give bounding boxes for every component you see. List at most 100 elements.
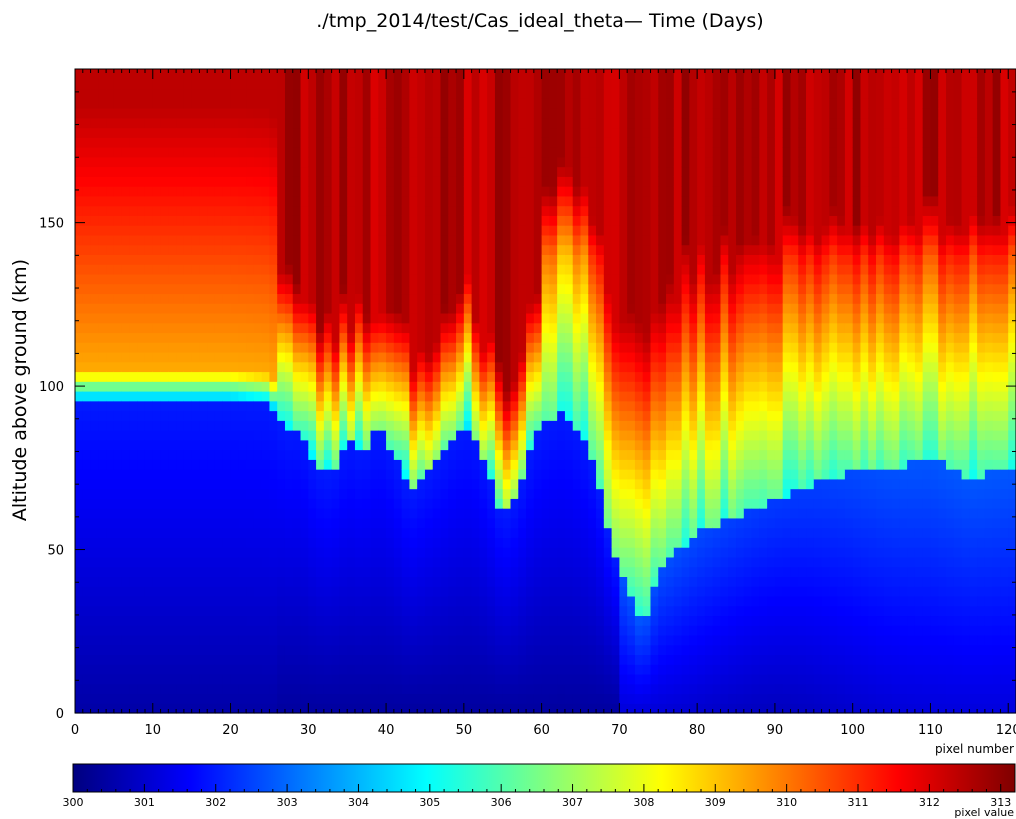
- heatmap-cell: [479, 673, 488, 685]
- heatmap-cell: [137, 566, 146, 577]
- heatmap-cell: [316, 664, 325, 675]
- heatmap-cell: [176, 625, 185, 636]
- heatmap-cell: [137, 244, 146, 255]
- heatmap-cell: [518, 683, 527, 695]
- heatmap-cell: [456, 351, 465, 363]
- heatmap-cell: [144, 469, 154, 480]
- heatmap-cell: [557, 69, 566, 80]
- heatmap-cell: [541, 644, 550, 656]
- heatmap-cell: [90, 410, 99, 421]
- heatmap-cell: [596, 78, 605, 90]
- heatmap-cell: [168, 322, 177, 334]
- heatmap-cell: [386, 420, 395, 431]
- heatmap-cell: [339, 117, 348, 129]
- heatmap-cell: [479, 342, 488, 353]
- heatmap-cell: [424, 351, 434, 363]
- heatmap-cell: [580, 586, 589, 597]
- heatmap-cell: [176, 117, 185, 129]
- heatmap-cell: [199, 703, 208, 714]
- heatmap-cell: [424, 625, 434, 636]
- heatmap-cell: [253, 664, 263, 675]
- heatmap-cell: [316, 644, 325, 656]
- heatmap-cell: [137, 186, 146, 197]
- heatmap-cell: [386, 332, 395, 343]
- heatmap-cell: [448, 215, 457, 226]
- heatmap-cell: [261, 517, 271, 529]
- heatmap-cell: [378, 683, 387, 695]
- heatmap-cell: [160, 488, 169, 499]
- heatmap-cell: [627, 517, 636, 529]
- heatmap-cell: [284, 508, 294, 519]
- heatmap-cell: [168, 215, 177, 226]
- heatmap-cell: [494, 556, 504, 568]
- heatmap-cell: [331, 537, 341, 548]
- heatmap-cell: [557, 517, 566, 529]
- heatmap-cell: [144, 215, 154, 226]
- heatmap-cell: [409, 703, 418, 714]
- heatmap-cell: [137, 234, 146, 246]
- heatmap-cell: [588, 225, 597, 236]
- heatmap-cell: [316, 449, 325, 460]
- heatmap-cell: [137, 78, 146, 90]
- heatmap-cell: [627, 88, 636, 99]
- heatmap-cell: [401, 117, 411, 129]
- heatmap-cell: [510, 293, 519, 304]
- heatmap-cell: [650, 391, 659, 402]
- heatmap-cell: [424, 400, 434, 412]
- heatmap-cell: [269, 195, 278, 207]
- heatmap-cell: [378, 108, 387, 119]
- heatmap-cell: [564, 117, 574, 129]
- heatmap-cell: [487, 137, 496, 148]
- heatmap-cell: [456, 586, 465, 597]
- heatmap-cell: [502, 664, 512, 675]
- heatmap-cell: [386, 361, 395, 373]
- heatmap-cell: [642, 303, 652, 314]
- heatmap-cell: [246, 449, 255, 460]
- heatmap-cell: [152, 566, 162, 577]
- heatmap-cell: [611, 605, 620, 617]
- heatmap-cell: [409, 673, 418, 685]
- heatmap-cell: [541, 459, 550, 470]
- heatmap-cell: [557, 332, 566, 343]
- heatmap-cell: [214, 703, 224, 714]
- heatmap-cell: [300, 566, 309, 577]
- heatmap-cell: [557, 420, 566, 431]
- heatmap-cell: [386, 391, 395, 402]
- heatmap-cell: [611, 322, 620, 334]
- heatmap-cell: [401, 673, 411, 685]
- heatmap-cell: [611, 361, 620, 373]
- heatmap-cell: [440, 322, 449, 334]
- heatmap-cell: [627, 439, 636, 451]
- heatmap-cell: [417, 654, 426, 665]
- heatmap-cell: [549, 244, 558, 255]
- heatmap-cell: [300, 176, 309, 187]
- heatmap-cell: [183, 225, 193, 236]
- heatmap-cell: [370, 654, 379, 665]
- heatmap-cell: [533, 391, 543, 402]
- heatmap-cell: [277, 371, 286, 382]
- heatmap-cell: [549, 381, 558, 392]
- heatmap-cell: [650, 69, 659, 80]
- heatmap-cell: [588, 703, 597, 714]
- heatmap-cell: [533, 127, 543, 138]
- heatmap-cell: [331, 566, 341, 577]
- heatmap-cell: [642, 664, 652, 675]
- heatmap-cell: [596, 322, 605, 334]
- heatmap-cell: [176, 254, 185, 265]
- heatmap-cell: [409, 508, 418, 519]
- heatmap-cell: [362, 644, 372, 656]
- heatmap-cell: [502, 449, 512, 460]
- heatmap-cell: [261, 566, 271, 577]
- heatmap-cell: [603, 176, 613, 187]
- heatmap-cell: [533, 556, 543, 568]
- heatmap-cell: [339, 186, 348, 197]
- heatmap-cell: [144, 303, 154, 314]
- heatmap-cell: [230, 244, 239, 255]
- heatmap-cell: [502, 293, 512, 304]
- heatmap-cell: [75, 176, 84, 187]
- heatmap-cell: [106, 98, 115, 109]
- heatmap-cell: [370, 664, 379, 675]
- heatmap-cell: [277, 166, 286, 177]
- heatmap-cell: [316, 576, 325, 587]
- heatmap-cell: [386, 400, 395, 412]
